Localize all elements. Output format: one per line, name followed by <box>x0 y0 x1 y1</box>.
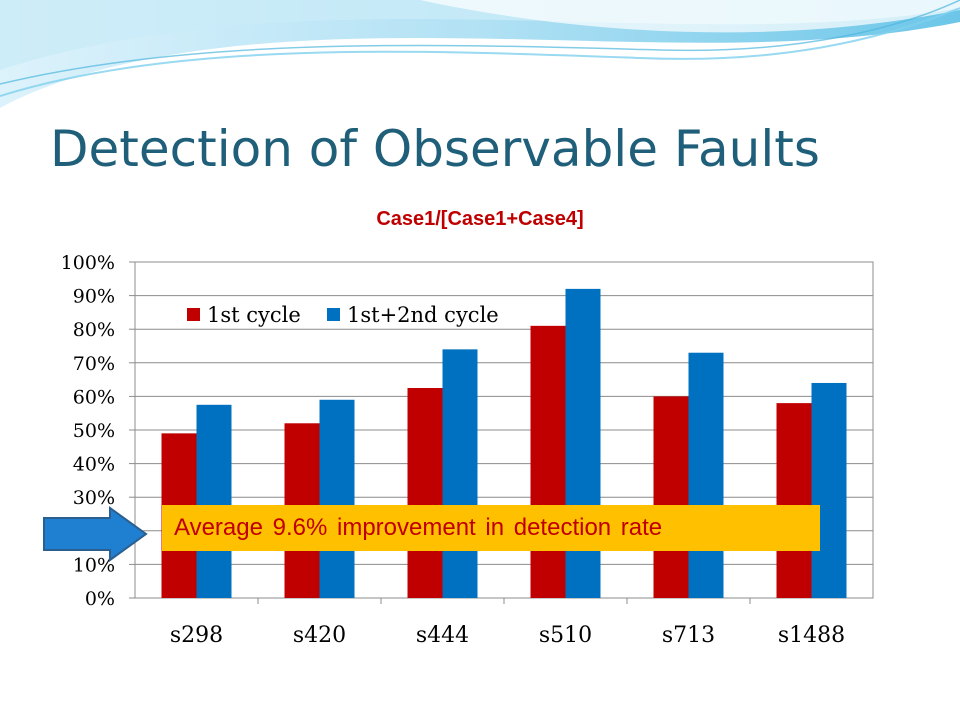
y-tick-label: 60% <box>73 386 115 408</box>
arrow-icon <box>43 506 148 562</box>
x-tick-label: s510 <box>539 623 592 648</box>
bar-s1488-series2 <box>811 382 847 598</box>
y-tick-label: 90% <box>73 286 115 308</box>
bar-s1488-series1 <box>776 403 812 598</box>
bar-s713-series1 <box>653 396 689 598</box>
x-tick-label: s713 <box>662 623 715 648</box>
legend-swatch-series1 <box>187 308 200 321</box>
legend-label-series2: 1st+2nd cycle <box>347 303 499 327</box>
x-tick-label: s1488 <box>778 623 845 648</box>
slide-title: Detection of Observable Faults <box>50 120 820 178</box>
bar-s510-series2 <box>565 288 601 598</box>
bar-s420-series2 <box>319 399 355 598</box>
y-tick-label: 40% <box>73 454 115 476</box>
bar-s444-series2 <box>442 349 478 598</box>
y-tick-label: 80% <box>73 319 115 341</box>
legend-swatch-series2 <box>327 308 340 321</box>
bar-s713-series2 <box>688 352 724 598</box>
x-tick-label: s444 <box>416 623 469 648</box>
y-tick-label: 0% <box>85 588 115 610</box>
y-tick-label: 70% <box>73 353 115 375</box>
bar-s444-series1 <box>407 388 443 598</box>
header-swoosh <box>0 0 960 108</box>
x-tick-label: s420 <box>293 623 346 648</box>
bar-s510-series1 <box>530 325 566 598</box>
bar-s298-series2 <box>196 404 232 598</box>
y-tick-label: 50% <box>73 420 115 442</box>
legend-label-series1: 1st cycle <box>207 303 301 327</box>
chart-title: Case1/[Case1+Case4] <box>376 208 584 230</box>
y-tick-label: 100% <box>61 252 115 274</box>
callout-box: Average 9.6% improvement in detection ra… <box>162 505 820 551</box>
x-tick-label: s298 <box>170 623 223 648</box>
